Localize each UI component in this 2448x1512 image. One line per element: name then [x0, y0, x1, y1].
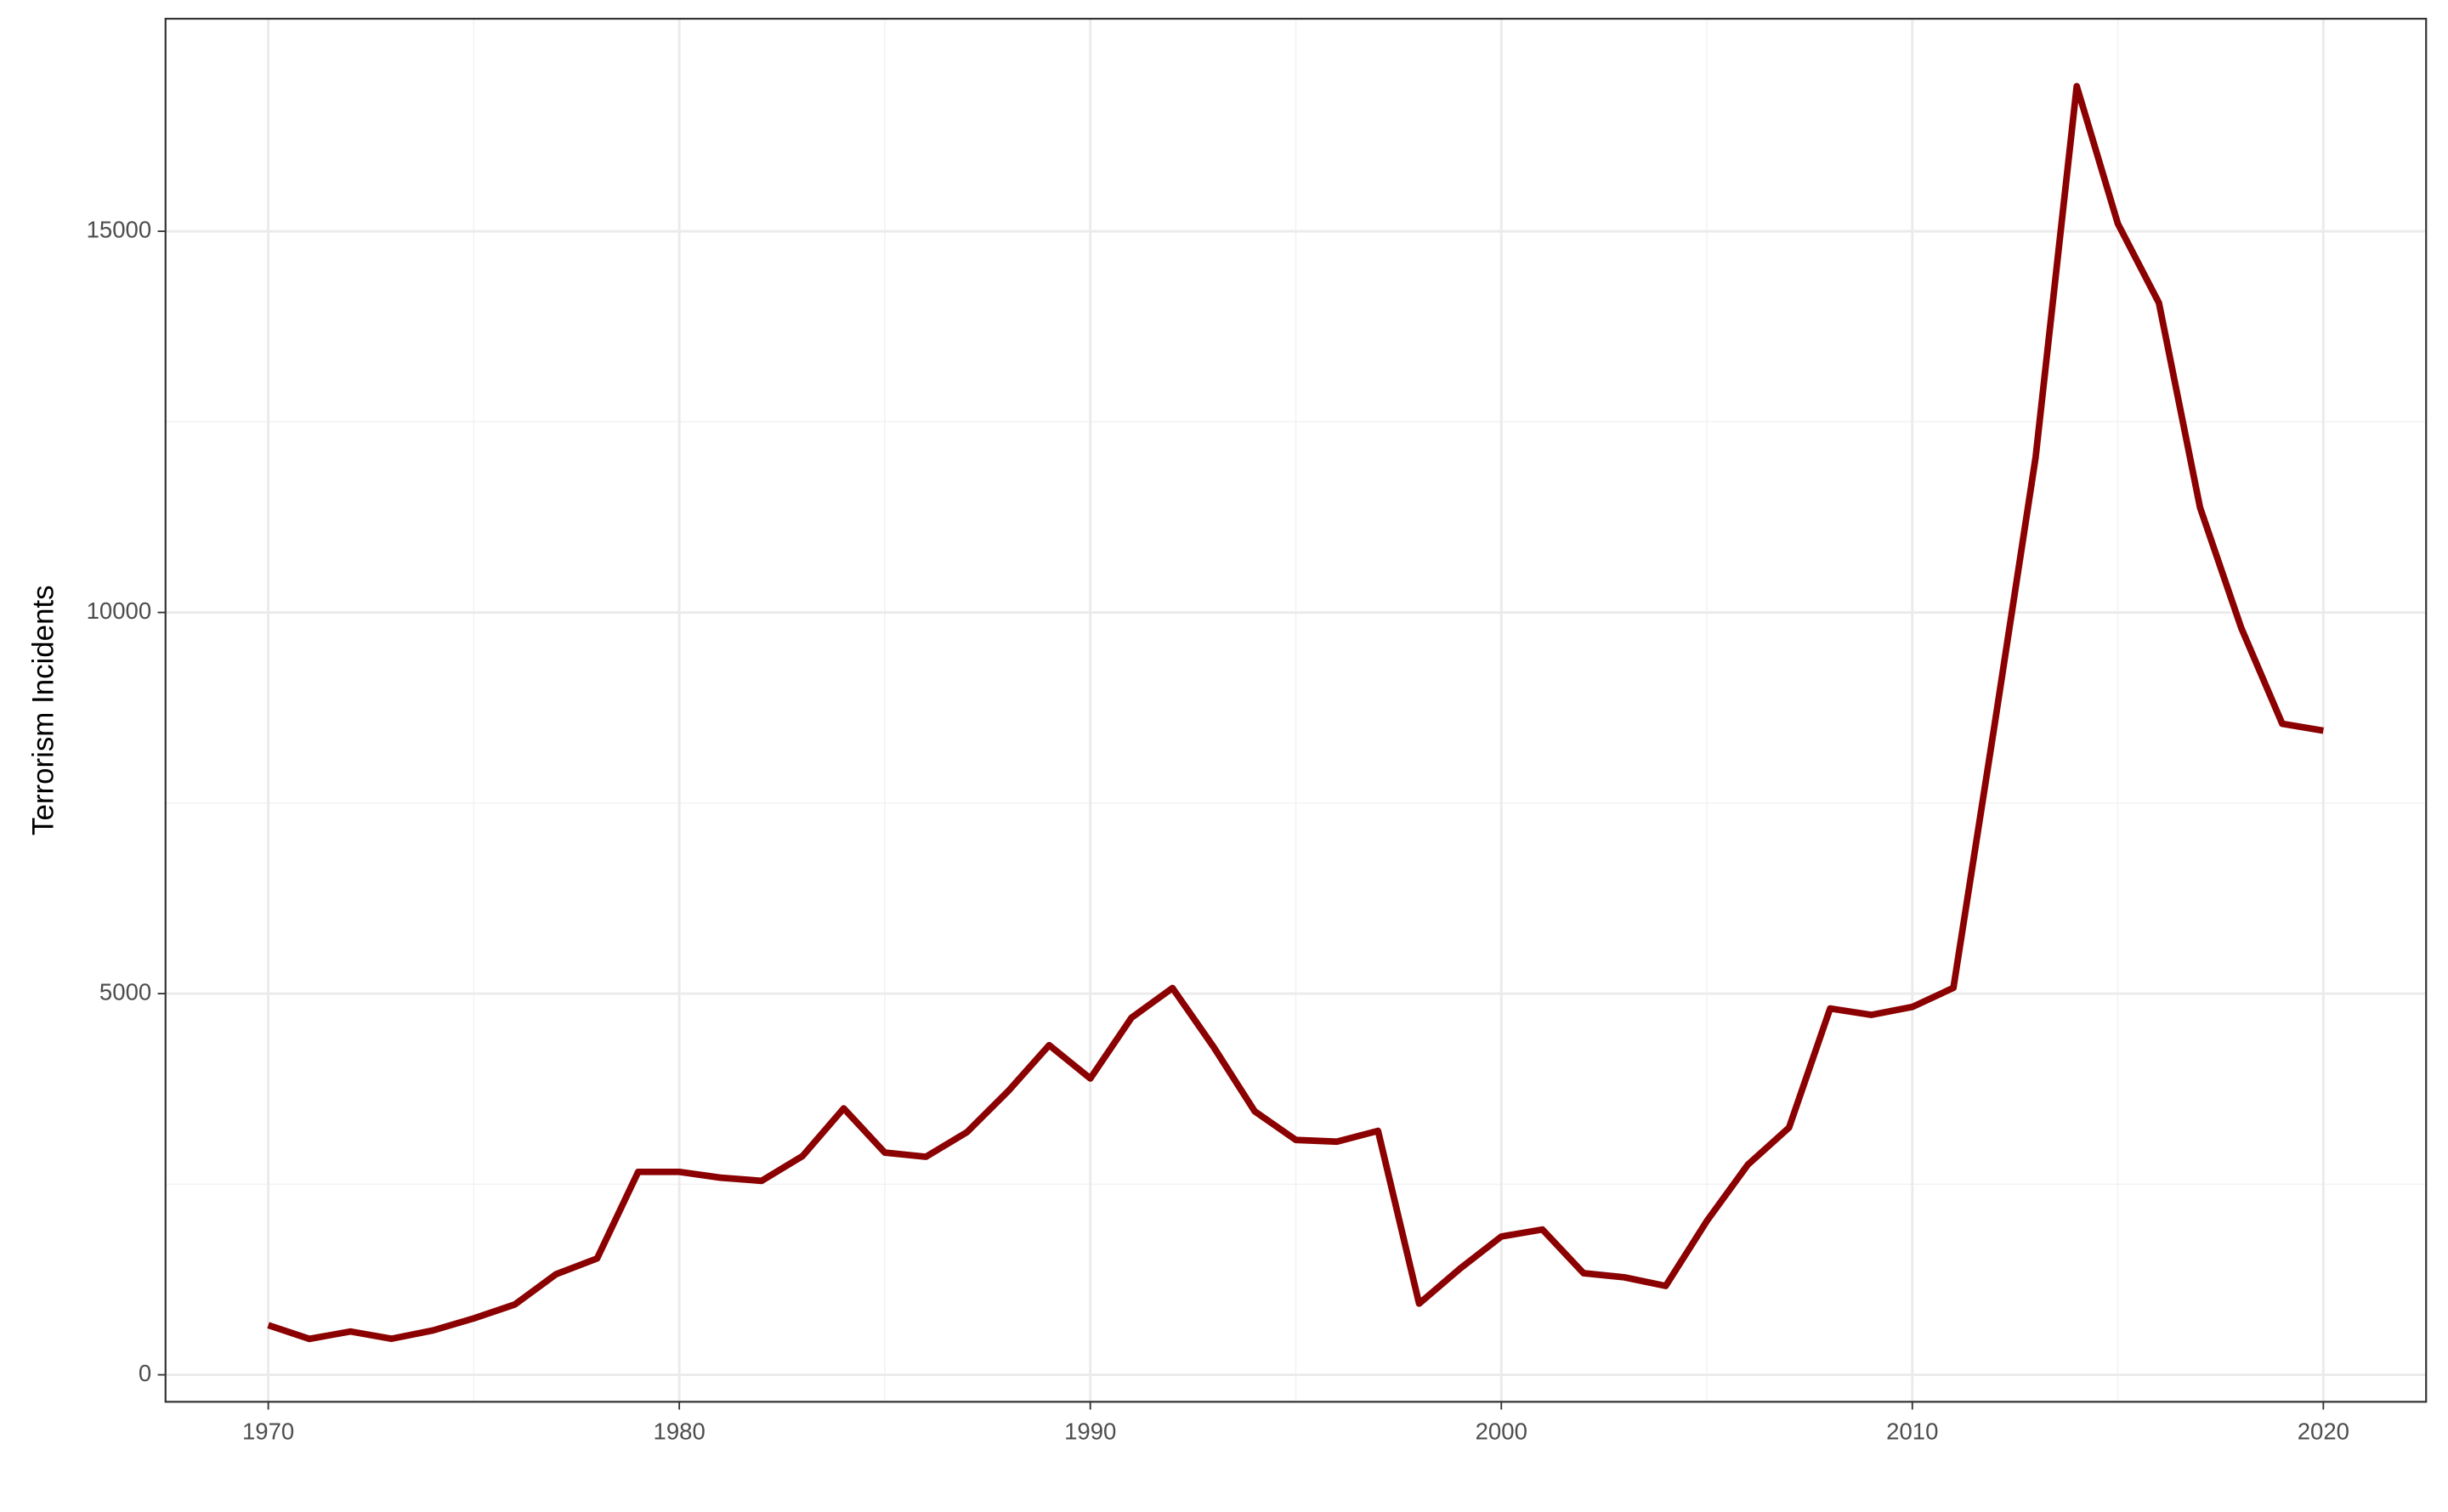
plot-border [164, 17, 2428, 1403]
x-tick-label: 1990 [1064, 1418, 1116, 1444]
x-tick-label: 1980 [654, 1418, 706, 1444]
x-tick-label: 2010 [1886, 1418, 1938, 1444]
x-tick-label: 2000 [1476, 1418, 1527, 1444]
data-line [267, 82, 2324, 1343]
y-axis-title: Terrorism Incidents [27, 585, 60, 835]
y-tick-label: 5000 [99, 978, 151, 1005]
y-tick-label: 10000 [87, 597, 152, 624]
y-tick-label: 15000 [87, 216, 152, 242]
y-tick-label: 0 [139, 1360, 151, 1386]
x-tick-label: 1970 [242, 1418, 294, 1444]
x-tick-label: 2020 [2298, 1418, 2349, 1444]
